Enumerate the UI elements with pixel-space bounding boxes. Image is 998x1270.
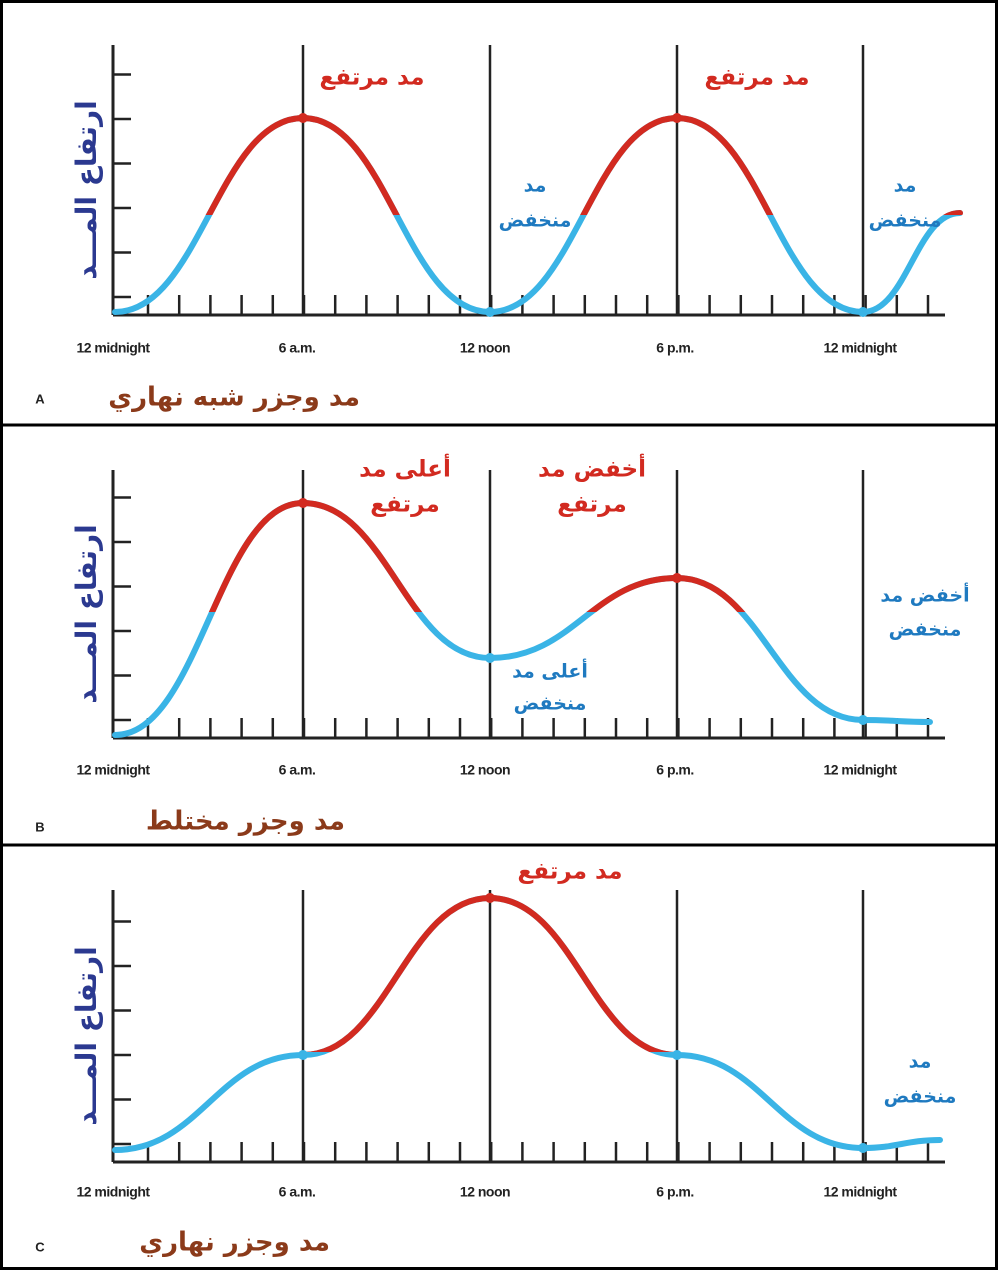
x-label: 12 midnight (76, 1184, 150, 1200)
annotation: منخفض (499, 210, 572, 232)
annotation: منخفض (889, 619, 962, 641)
x-label: 12 midnight (823, 340, 897, 356)
panel-letter: A (35, 391, 45, 406)
x-label: 12 noon (460, 1184, 510, 1200)
extreme-dot (298, 113, 308, 123)
panel-letter: C (35, 1239, 45, 1254)
x-label: 12 midnight (823, 762, 897, 778)
x-label: 12 noon (460, 340, 510, 356)
panel-title: مد وجزر شبه نهاري (108, 383, 360, 413)
extreme-dot (672, 573, 682, 583)
extreme-dot (858, 307, 868, 317)
extreme-dot (485, 307, 495, 317)
y-axis-label: ارتفاع المـــد (70, 100, 103, 280)
annotation: مد (524, 175, 547, 197)
y-axis-label: ارتفاع المـــد (70, 946, 103, 1126)
extreme-dot (672, 1050, 682, 1060)
x-label: 6 p.m. (656, 762, 693, 778)
x-label: 12 noon (460, 762, 510, 778)
extreme-dot (298, 498, 308, 508)
y-axis-label: ارتفاع المـــد (70, 524, 103, 704)
tide-curve-high (302, 894, 678, 1052)
annotation: مد (894, 175, 917, 197)
annotation: مد مرتفع (320, 65, 425, 91)
x-label: 6 a.m. (279, 1184, 316, 1200)
x-label: 6 p.m. (656, 340, 693, 356)
annotation: مرتفع (557, 492, 626, 518)
tide-curve-high (205, 114, 963, 215)
annotation: مرتفع (370, 492, 439, 518)
panel-title: مد وجزر نهاري (139, 1228, 330, 1258)
extreme-dot (858, 715, 868, 725)
annotation: أعلى مد (359, 453, 451, 483)
extreme-dot (485, 893, 495, 903)
annotation: أخفض مد (538, 453, 646, 483)
annotation: مد مرتفع (705, 65, 810, 91)
panel-title: مد وجزر مختلط (146, 807, 345, 837)
extreme-dot (672, 113, 682, 123)
annotation: منخفض (514, 693, 587, 715)
x-label: 12 midnight (76, 340, 150, 356)
annotation: منخفض (884, 1086, 957, 1108)
x-label: 6 a.m. (279, 762, 316, 778)
tide-curve-high (208, 499, 746, 612)
extreme-dot (858, 1143, 868, 1153)
annotation: مد مرتفع (518, 859, 623, 885)
x-label: 6 p.m. (656, 1184, 693, 1200)
annotation: مد (909, 1051, 932, 1073)
x-label: 6 a.m. (279, 340, 316, 356)
extreme-dot (485, 653, 495, 663)
x-label: 12 midnight (823, 1184, 897, 1200)
extreme-dot (298, 1050, 308, 1060)
annotation: أعلى مد (512, 659, 588, 683)
annotation: منخفض (869, 210, 942, 232)
panel-letter: B (35, 819, 44, 834)
x-label: 12 midnight (76, 762, 150, 778)
annotation: أخفض مد (880, 583, 969, 607)
